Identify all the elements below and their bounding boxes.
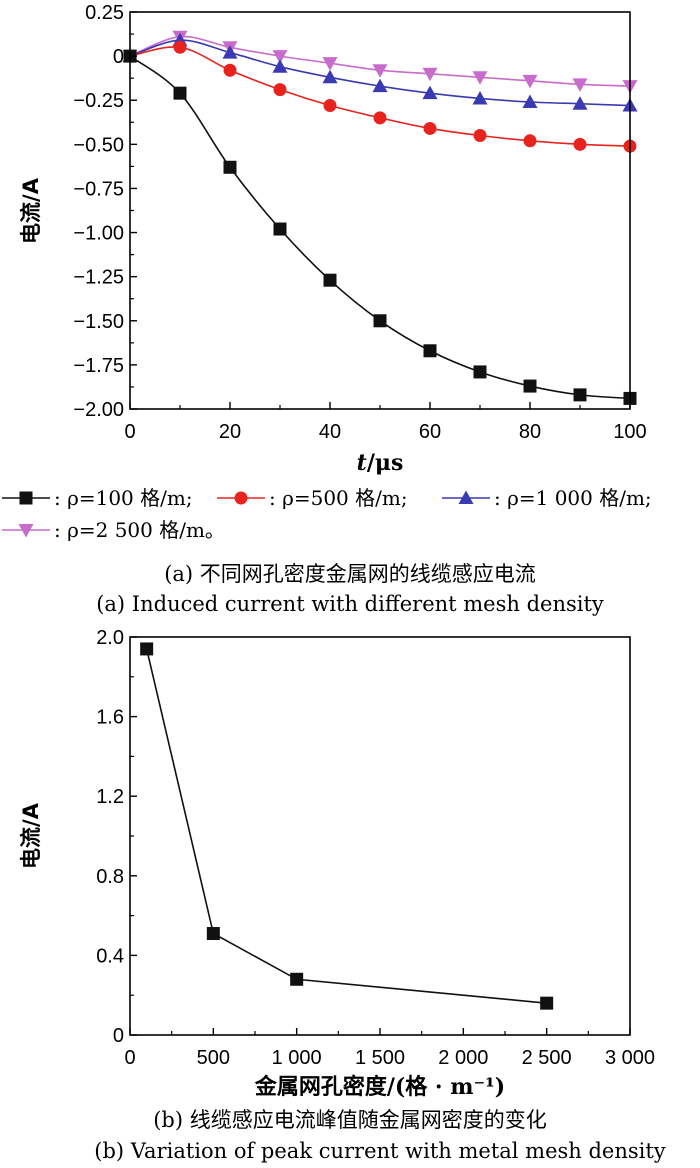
chart-b-ytick-label: 1.6 [96, 707, 124, 729]
chart-a-point [422, 85, 438, 100]
chart-b-ylabel: 电流/A [19, 802, 43, 869]
chart-b-xtick-label: 2 500 [522, 1047, 572, 1069]
chart-a-point [322, 57, 338, 71]
chart-a-point [222, 45, 238, 59]
chart-a-ytick-label: −1.00 [73, 223, 124, 245]
legend-marker [18, 524, 34, 538]
chart-b-ytick-label: 0.4 [96, 945, 124, 967]
chart-a-point [373, 314, 387, 328]
chart-a-ytick-label: −1.75 [73, 355, 124, 377]
chart-a-point [572, 78, 588, 92]
chart-a-caption-cn: (a) 不同网孔密度金属网的线缆感应电流 [164, 562, 536, 586]
chart-a-point [323, 273, 337, 287]
chart-a-point [423, 121, 437, 135]
chart-a-point [522, 94, 538, 108]
chart-b-point [206, 927, 220, 941]
legend-marker [458, 490, 474, 504]
chart-a-ytick-label: −0.75 [73, 178, 124, 200]
chart-b-xtick-label: 500 [197, 1047, 230, 1069]
chart-a-point [372, 64, 388, 78]
chart-a-point [573, 137, 587, 151]
chart-b-xtick-label: 2 000 [438, 1047, 488, 1069]
chart-b: 0 500 1 000 1 500 2 000 2 500 3 000 0 0.4 0.8 1.2 1… [19, 627, 666, 1163]
legend-label: : ρ=1 000 格/m; [494, 486, 652, 510]
chart-b-ytick-label: 1.2 [96, 786, 124, 808]
chart-a-xtick-label: 0 [124, 421, 135, 443]
chart-b-ytick-label: 0.8 [96, 866, 124, 888]
chart-a-series-line [129, 55, 631, 400]
chart-b-caption-en: (b) Variation of peak current with metal… [94, 1139, 666, 1163]
chart-a-point [523, 134, 537, 148]
chart-a-xtick-label: 20 [219, 421, 241, 443]
chart-a-xtick-label: 60 [419, 421, 441, 443]
chart-b-point [140, 642, 154, 656]
chart-a-point [522, 74, 538, 89]
chart-b-xtick-label: 3 000 [605, 1047, 655, 1069]
chart-b-xlabel: 金属网孔密度/(格 · m⁻¹) [254, 1074, 505, 1100]
chart-a-ytick-label: −2.00 [73, 399, 124, 421]
chart-a-point [422, 67, 438, 82]
chart-a-ytick-label: −0.50 [73, 134, 124, 156]
chart-b-xtick-label: 0 [124, 1047, 135, 1069]
chart-a-legend: : ρ=100 格/m; : ρ=500 格/m; : ρ=1 000 格/m; : … [2, 486, 652, 542]
chart-b-xtick-label: 1 500 [355, 1047, 405, 1069]
chart-b-caption-cn: (b) 线缆感应电流峰值随金属网密度的变化 [153, 1108, 547, 1132]
chart-a-ylabel: 电流/A [19, 177, 43, 244]
chart-b-point [290, 972, 304, 986]
chart-b-ytick-label: 2.0 [96, 627, 124, 649]
chart-a-point [523, 379, 537, 393]
legend-label: : ρ=500 格/m; [269, 486, 408, 510]
chart-a-point [272, 50, 288, 64]
chart-a-point [472, 90, 488, 105]
chart-a-ytick-label: 0 [113, 46, 124, 68]
chart-a-ytick-label: −1.25 [73, 267, 124, 289]
chart-a-point [273, 83, 287, 97]
chart-a-xtick-label: 100 [613, 421, 646, 443]
chart-a-ytick-label: −0.25 [73, 90, 124, 112]
chart-a-xlabel: t/μs [357, 450, 404, 476]
chart-a-xtick-label: 80 [519, 421, 541, 443]
chart-a-point [372, 78, 388, 93]
chart-b-frame [129, 636, 631, 1036]
chart-a-point [423, 344, 437, 358]
legend-label: : ρ=2 500 格/m。 [54, 518, 225, 542]
legend-marker [19, 491, 33, 505]
chart-a-point [223, 160, 237, 174]
chart-a-point [223, 63, 237, 77]
chart-a-point [573, 388, 587, 402]
chart-b-point [540, 996, 554, 1010]
legend-label: : ρ=100 格/m; [54, 486, 193, 510]
chart-b-series-line [145, 648, 547, 1004]
chart-b-xtick-label: 1 000 [272, 1047, 322, 1069]
chart-a-point [173, 86, 187, 100]
chart-a-point [472, 71, 488, 85]
chart-a: 0 20 40 60 80 100 0.25 0 −0.25 −0.50 −0.75 −1.00 −1.… [2, 2, 652, 616]
chart-a-point [323, 99, 337, 113]
chart-a-point [322, 69, 338, 84]
chart-b-ytick-label: 0 [113, 1025, 124, 1047]
chart-a-point [572, 96, 588, 110]
legend-marker [234, 491, 248, 505]
chart-a-series-line [129, 46, 631, 147]
chart-a-caption-en: (a) Induced current with different mesh … [96, 592, 604, 616]
chart-a-ytick-label: 0.25 [85, 2, 124, 24]
chart-a-point [373, 111, 387, 125]
chart-a-point [473, 365, 487, 379]
chart-a-point [173, 40, 187, 54]
chart-a-point [273, 222, 287, 236]
chart-a-point [473, 129, 487, 143]
chart-a-point [272, 59, 288, 73]
chart-a-xtick-label: 40 [319, 421, 341, 443]
chart-a-ytick-label: −1.50 [73, 311, 124, 333]
